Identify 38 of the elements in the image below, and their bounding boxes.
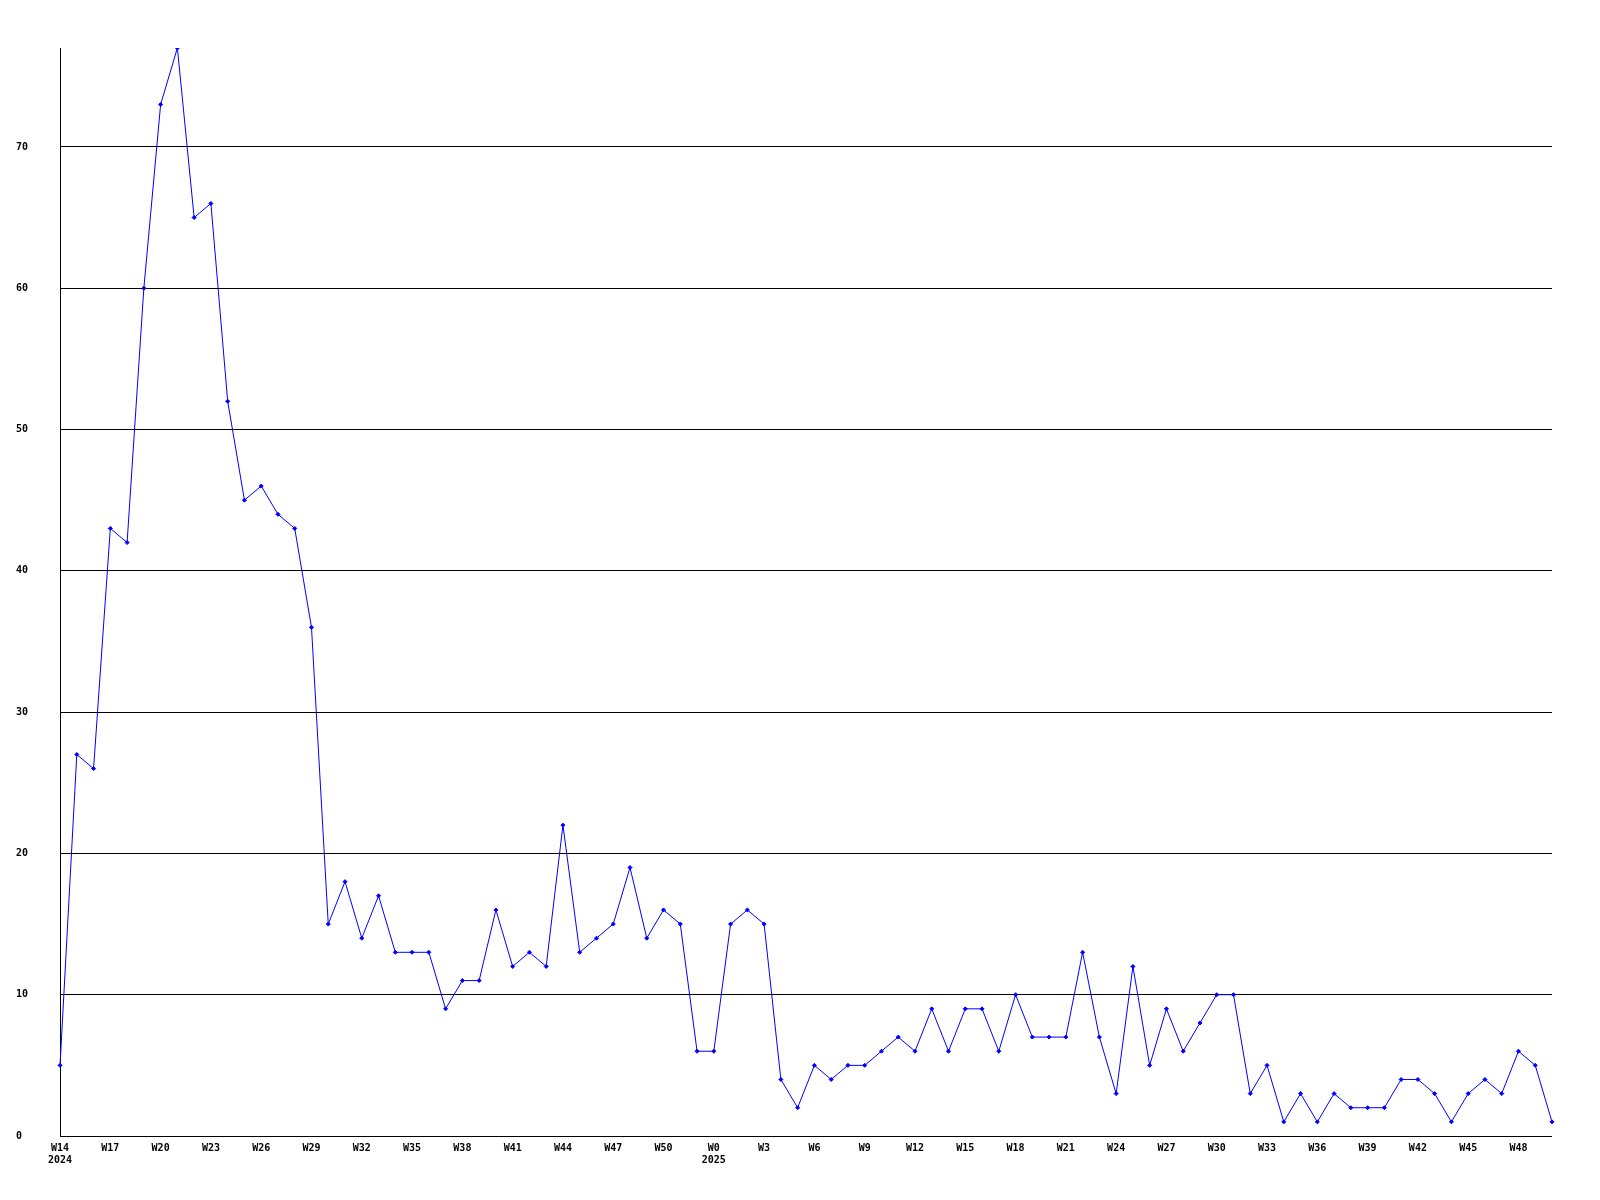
x-tick-label: W27 — [1157, 1141, 1176, 1153]
y-tick-label: 40 — [16, 564, 29, 576]
y-tick-label: 60 — [16, 281, 29, 293]
x-tick-label: W41 — [503, 1141, 522, 1153]
x-tick-label: W47 — [604, 1141, 623, 1153]
x-tick-label: W6 — [808, 1141, 821, 1153]
y-tick-label: 30 — [16, 705, 29, 717]
x-tick-label: W30 — [1207, 1141, 1226, 1153]
y-tick-label: 0 — [16, 1129, 23, 1141]
y-tick-label: 10 — [16, 988, 29, 1000]
y-tick-label: 70 — [16, 140, 29, 152]
x-tick-label: W12 — [905, 1141, 925, 1153]
x-tick-label: W48 — [1509, 1141, 1528, 1153]
x-tick-label: W50 — [654, 1141, 673, 1153]
x-tick-label: W20 — [151, 1141, 170, 1153]
y-tick-label: 20 — [16, 847, 29, 858]
x-tick-label: W33 — [1257, 1141, 1277, 1153]
y-tick-label: 50 — [16, 423, 29, 435]
x-tick-label: W29 — [302, 1141, 321, 1153]
x-tick-label: W17 — [101, 1141, 120, 1153]
x-tick-label: W26 — [252, 1141, 271, 1153]
x-tick-label: W15 — [956, 1141, 975, 1153]
x-tick-label: W36 — [1308, 1141, 1327, 1153]
x-tick-label: W14 2024 — [47, 1141, 73, 1165]
x-tick-label: W18 — [1006, 1141, 1025, 1153]
x-tick-label: W21 — [1056, 1141, 1075, 1153]
x-tick-label: W38 — [453, 1141, 472, 1153]
x-tick-label: W45 — [1459, 1141, 1478, 1153]
x-tick-label: W9 — [858, 1141, 871, 1153]
x-tick-label: W23 — [201, 1141, 220, 1153]
x-tick-label: W32 — [352, 1141, 371, 1153]
x-tick-label: W39 — [1358, 1141, 1377, 1153]
x-tick-label: W3 — [758, 1141, 771, 1153]
x-tick-label: W44 — [553, 1141, 572, 1153]
x-tick-label: W42 — [1408, 1141, 1427, 1153]
x-tick-label: W0 2025 — [701, 1141, 726, 1165]
x-tick-label: W24 — [1107, 1141, 1126, 1153]
x-tick-label: W35 — [403, 1141, 422, 1153]
